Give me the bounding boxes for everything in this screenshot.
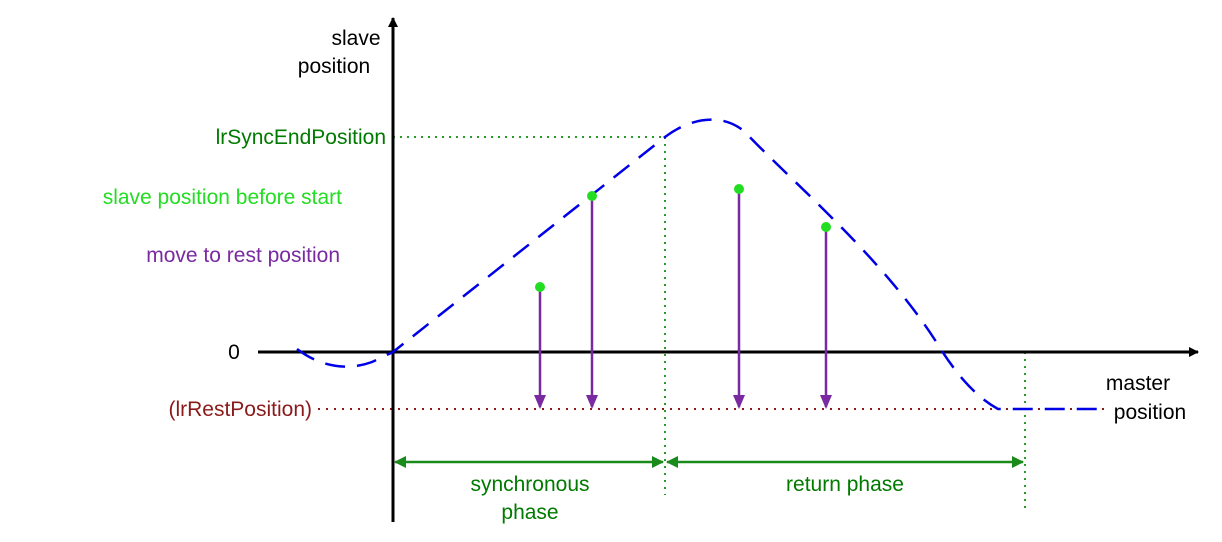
- slave-position-before-start-label: slave position before start: [103, 186, 342, 209]
- start-point-4: [821, 222, 831, 232]
- y-axis-label-line1: slave: [331, 27, 380, 50]
- rest-position-label: (lrRestPosition): [168, 398, 312, 421]
- move-to-rest-position-label: move to rest position: [146, 244, 340, 267]
- y-axis-label-line2: position: [298, 55, 370, 78]
- slave-position-curve: [296, 118, 1105, 411]
- return-phase-label: return phase: [786, 473, 904, 496]
- synchronous-phase-label-line2: phase: [501, 501, 558, 524]
- x-axis-label-line2: position: [1114, 401, 1186, 424]
- x-axis-label-line1: master: [1106, 372, 1170, 395]
- zero-label: 0: [228, 341, 240, 364]
- synchronous-phase-label-line1: synchronous: [470, 473, 589, 496]
- start-point-1: [535, 282, 545, 292]
- start-point-2: [587, 191, 597, 201]
- start-point-3: [734, 184, 744, 194]
- sync-end-position-label: lrSyncEndPosition: [216, 126, 386, 149]
